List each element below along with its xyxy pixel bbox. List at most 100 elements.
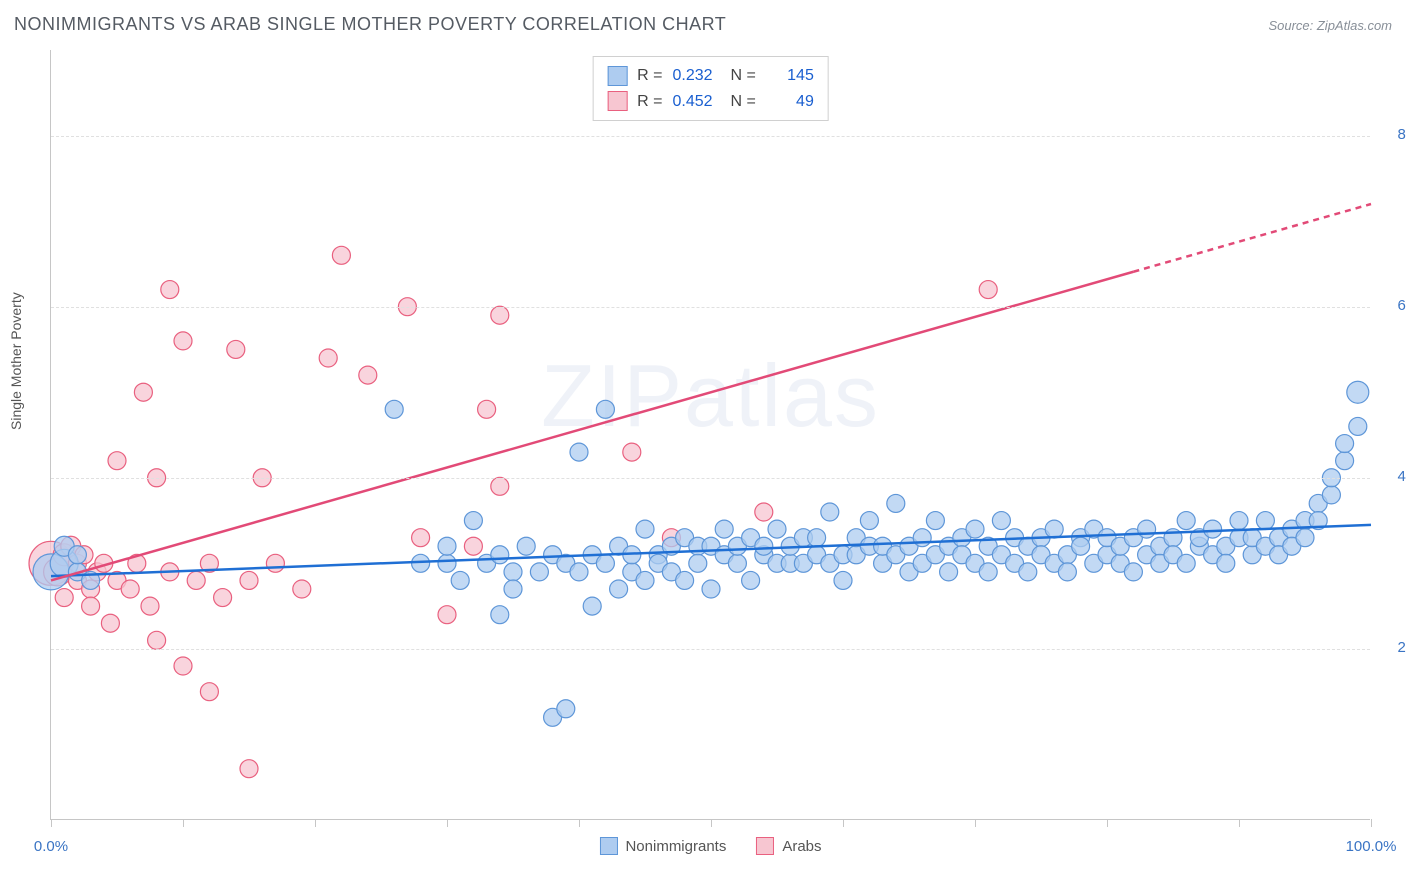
data-point bbox=[755, 503, 773, 521]
data-point bbox=[491, 546, 509, 564]
data-point bbox=[55, 589, 73, 607]
x-tick-label: 100.0% bbox=[1346, 838, 1397, 855]
data-point bbox=[728, 554, 746, 572]
data-point bbox=[926, 512, 944, 530]
data-point bbox=[464, 537, 482, 555]
legend-item-arabs: Arabs bbox=[756, 837, 821, 855]
data-point bbox=[134, 383, 152, 401]
y-tick-label: 40.0% bbox=[1380, 468, 1406, 485]
data-point bbox=[808, 529, 826, 547]
data-point bbox=[491, 477, 509, 495]
data-point bbox=[412, 554, 430, 572]
data-point bbox=[689, 554, 707, 572]
data-point bbox=[1177, 512, 1195, 530]
legend-swatch-arabs bbox=[756, 837, 774, 855]
y-tick-label: 80.0% bbox=[1380, 126, 1406, 143]
trend-line bbox=[1133, 204, 1371, 272]
stats-row-arabs: R = 0.452 N = 49 bbox=[607, 89, 814, 115]
gridline bbox=[51, 136, 1370, 137]
correlation-stats-box: R = 0.232 N = 145R = 0.452 N = 49 bbox=[592, 56, 829, 121]
stats-n-label: N = bbox=[731, 89, 756, 115]
stats-swatch-nonimmigrants bbox=[607, 66, 627, 86]
data-point bbox=[715, 520, 733, 538]
data-point bbox=[293, 580, 311, 598]
data-point bbox=[121, 580, 139, 598]
y-axis-title: Single Mother Poverty bbox=[8, 292, 24, 430]
x-tick bbox=[1371, 819, 1372, 827]
data-point bbox=[1058, 563, 1076, 581]
stats-n-value-arabs: 49 bbox=[766, 89, 814, 115]
data-point bbox=[491, 606, 509, 624]
stats-r-label: R = bbox=[637, 89, 662, 115]
data-point bbox=[141, 597, 159, 615]
data-point bbox=[82, 597, 100, 615]
legend-label-arabs: Arabs bbox=[782, 838, 821, 855]
data-point bbox=[992, 512, 1010, 530]
data-point bbox=[583, 597, 601, 615]
data-point bbox=[570, 563, 588, 581]
x-tick bbox=[1107, 819, 1108, 827]
x-tick bbox=[447, 819, 448, 827]
x-tick bbox=[711, 819, 712, 827]
x-tick-label: 0.0% bbox=[34, 838, 68, 855]
data-point bbox=[966, 520, 984, 538]
data-point bbox=[1177, 554, 1195, 572]
data-point bbox=[623, 443, 641, 461]
data-point bbox=[1296, 529, 1314, 547]
data-point bbox=[504, 563, 522, 581]
stats-row-nonimmigrants: R =0.232N =145 bbox=[607, 63, 814, 89]
stats-r-value-arabs: 0.452 bbox=[673, 89, 721, 115]
data-point bbox=[1072, 537, 1090, 555]
data-point bbox=[979, 563, 997, 581]
x-tick bbox=[51, 819, 52, 827]
data-point bbox=[913, 529, 931, 547]
data-point bbox=[1204, 520, 1222, 538]
data-point bbox=[755, 537, 773, 555]
data-point bbox=[1124, 563, 1142, 581]
chart-title: NONIMMIGRANTS VS ARAB SINGLE MOTHER POVE… bbox=[14, 14, 726, 35]
data-point bbox=[979, 281, 997, 299]
data-point bbox=[385, 400, 403, 418]
x-tick bbox=[183, 819, 184, 827]
data-point bbox=[438, 554, 456, 572]
x-tick bbox=[975, 819, 976, 827]
y-tick-label: 60.0% bbox=[1380, 297, 1406, 314]
gridline bbox=[51, 307, 1370, 308]
data-point bbox=[464, 512, 482, 530]
data-point bbox=[702, 580, 720, 598]
data-point bbox=[187, 571, 205, 589]
data-point bbox=[332, 246, 350, 264]
x-tick bbox=[579, 819, 580, 827]
data-point bbox=[266, 554, 284, 572]
data-point bbox=[517, 537, 535, 555]
data-point bbox=[940, 563, 958, 581]
gridline bbox=[51, 649, 1370, 650]
stats-r-value-nonimmigrants: 0.232 bbox=[673, 63, 721, 89]
x-tick bbox=[1239, 819, 1240, 827]
data-point bbox=[438, 537, 456, 555]
legend-item-nonimmigrants: Nonimmigrants bbox=[599, 837, 726, 855]
gridline bbox=[51, 478, 1370, 479]
data-point bbox=[1336, 452, 1354, 470]
data-point bbox=[108, 452, 126, 470]
data-point bbox=[887, 494, 905, 512]
data-point bbox=[174, 332, 192, 350]
data-point bbox=[1217, 554, 1235, 572]
data-point bbox=[412, 529, 430, 547]
data-point bbox=[834, 571, 852, 589]
data-point bbox=[240, 571, 258, 589]
stats-n-value-nonimmigrants: 145 bbox=[766, 63, 814, 89]
data-point bbox=[636, 571, 654, 589]
data-point bbox=[1336, 435, 1354, 453]
data-point bbox=[451, 571, 469, 589]
data-point bbox=[596, 400, 614, 418]
stats-r-label: R = bbox=[637, 63, 662, 89]
data-point bbox=[148, 631, 166, 649]
data-point bbox=[101, 614, 119, 632]
data-point bbox=[530, 563, 548, 581]
y-tick-label: 20.0% bbox=[1380, 639, 1406, 656]
data-point bbox=[860, 512, 878, 530]
legend-swatch-nonimmigrants bbox=[599, 837, 617, 855]
data-point bbox=[610, 580, 628, 598]
scatter-plot-svg bbox=[51, 50, 1370, 819]
